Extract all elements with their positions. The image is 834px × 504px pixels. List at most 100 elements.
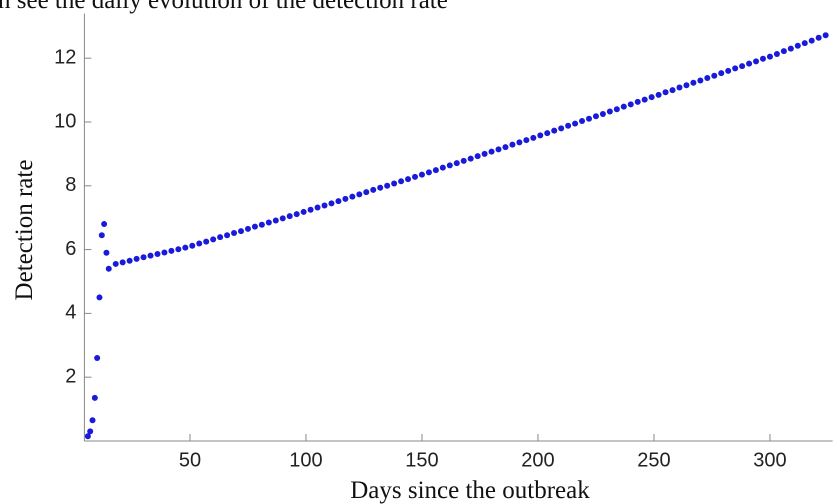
point [787, 45, 794, 52]
point [231, 229, 238, 236]
point [537, 132, 544, 139]
point [244, 225, 251, 232]
point [335, 198, 342, 205]
point [279, 215, 286, 222]
point [766, 53, 773, 60]
point [523, 137, 530, 144]
point [349, 193, 356, 200]
point [140, 254, 147, 261]
point [641, 96, 648, 103]
point [286, 213, 293, 220]
point [780, 48, 787, 55]
point [620, 103, 627, 110]
point [592, 113, 599, 120]
point [690, 79, 697, 86]
point [732, 65, 739, 72]
point [432, 167, 439, 174]
x-tick-label: 250 [637, 449, 670, 471]
point [558, 125, 565, 132]
point [599, 110, 606, 117]
point [613, 106, 620, 113]
y-tick-label: 8 [65, 174, 76, 196]
point [572, 120, 579, 127]
point [314, 204, 321, 211]
point [579, 118, 586, 125]
point [676, 84, 683, 91]
x-tick-label: 100 [289, 449, 322, 471]
point [502, 144, 509, 151]
point [103, 249, 110, 256]
point [516, 139, 523, 146]
x-tick-label: 150 [405, 449, 438, 471]
point [509, 141, 516, 148]
point [655, 91, 662, 98]
point [544, 130, 551, 137]
point [96, 294, 103, 301]
point [704, 74, 711, 81]
point [739, 63, 746, 70]
point [495, 146, 502, 153]
point [87, 428, 94, 435]
point [398, 178, 405, 185]
point [467, 155, 474, 162]
y-tick-label: 4 [65, 302, 76, 324]
point [377, 184, 384, 191]
point [746, 60, 753, 67]
x-tick-label: 50 [179, 449, 201, 471]
point [196, 240, 203, 247]
point [405, 176, 412, 183]
point [634, 98, 641, 105]
point [551, 127, 558, 134]
point [453, 160, 460, 167]
point [363, 189, 370, 196]
x-axis-label: Days since the outbreak [350, 477, 590, 504]
point [412, 173, 418, 180]
point [474, 153, 481, 160]
y-tick-label: 2 [65, 365, 76, 387]
point [105, 265, 112, 272]
point [391, 180, 398, 187]
chart-title: n see the daily evolution of the detecti… [0, 0, 448, 14]
point [251, 223, 258, 230]
point [760, 55, 766, 62]
point [161, 249, 168, 256]
point [175, 246, 182, 253]
point [272, 217, 279, 224]
point [773, 51, 780, 58]
point [258, 221, 265, 228]
point [565, 122, 572, 129]
x-tick-label: 200 [521, 449, 554, 471]
point [718, 70, 725, 77]
point [112, 260, 119, 267]
point [801, 40, 808, 47]
point [119, 259, 126, 266]
point [147, 252, 154, 259]
y-tick-label: 6 [65, 238, 76, 260]
point [683, 82, 690, 89]
point [133, 255, 140, 262]
point [627, 101, 634, 108]
y-tick-label: 10 [54, 110, 76, 132]
point [815, 34, 822, 41]
point [265, 219, 272, 226]
point [307, 206, 314, 213]
point [439, 164, 446, 171]
point [300, 208, 307, 215]
point [711, 72, 718, 79]
point [662, 89, 669, 96]
point [94, 355, 101, 362]
point [488, 148, 495, 155]
point [98, 232, 105, 239]
point [217, 234, 224, 241]
point [203, 238, 210, 245]
point [238, 228, 244, 235]
point [418, 171, 425, 178]
y-axis-label: Detection rate [11, 160, 38, 301]
point [753, 58, 760, 65]
point [126, 257, 133, 264]
point [794, 42, 801, 49]
point [89, 417, 96, 424]
point [530, 134, 537, 141]
point [224, 232, 231, 239]
